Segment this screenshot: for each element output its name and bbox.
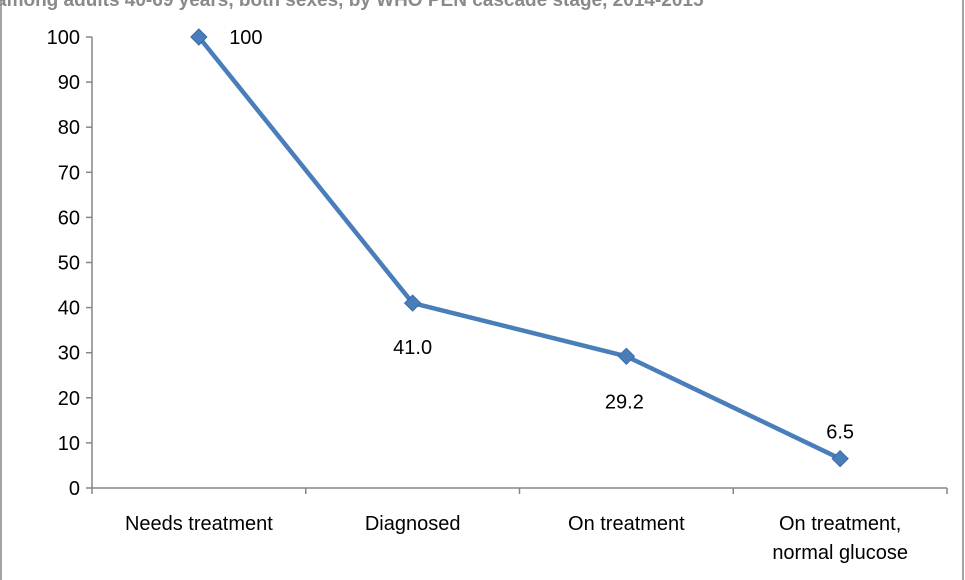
series-group <box>190 28 849 468</box>
chart-title: among adults 40-69 years, both sexes, by… <box>0 0 704 11</box>
series-line <box>197 35 842 461</box>
x-categories-group: Needs treatment Diagnosed On treatment On t… <box>91 488 948 564</box>
data-point-marker <box>403 294 422 312</box>
x-category-label: Needs treatment <box>125 513 273 535</box>
y-tick-label: 40 <box>58 298 80 320</box>
data-label: 41.0 <box>393 337 432 359</box>
y-tick-label: 70 <box>58 162 80 184</box>
data-labels-group: 100 41.0 29.2 6.5 <box>229 27 854 444</box>
y-tick-label: 90 <box>58 72 80 94</box>
y-tick-label: 30 <box>58 343 80 365</box>
data-label: 6.5 <box>826 422 854 444</box>
x-category-label: On treatment <box>568 513 685 535</box>
x-category-label: Diagnosed <box>365 513 461 535</box>
y-tick-label: 20 <box>58 388 80 410</box>
data-point-marker <box>190 28 208 46</box>
axes-group <box>91 37 947 489</box>
y-tick-label: 50 <box>58 253 80 275</box>
data-point-marker <box>831 449 849 468</box>
y-tick-label: 0 <box>69 478 80 500</box>
data-point-marker <box>617 347 636 366</box>
y-tick-label: 100 <box>47 27 80 49</box>
y-tick-label: 10 <box>58 433 80 455</box>
y-tick-label: 80 <box>58 117 80 139</box>
y-tick-label: 60 <box>58 207 80 229</box>
data-label: 100 <box>229 27 262 49</box>
data-label: 29.2 <box>605 391 644 413</box>
y-ticks-group: 0 10 20 30 40 50 60 70 80 90 100 <box>47 27 92 500</box>
x-category-label: On treatment, normal glucose <box>772 513 908 564</box>
